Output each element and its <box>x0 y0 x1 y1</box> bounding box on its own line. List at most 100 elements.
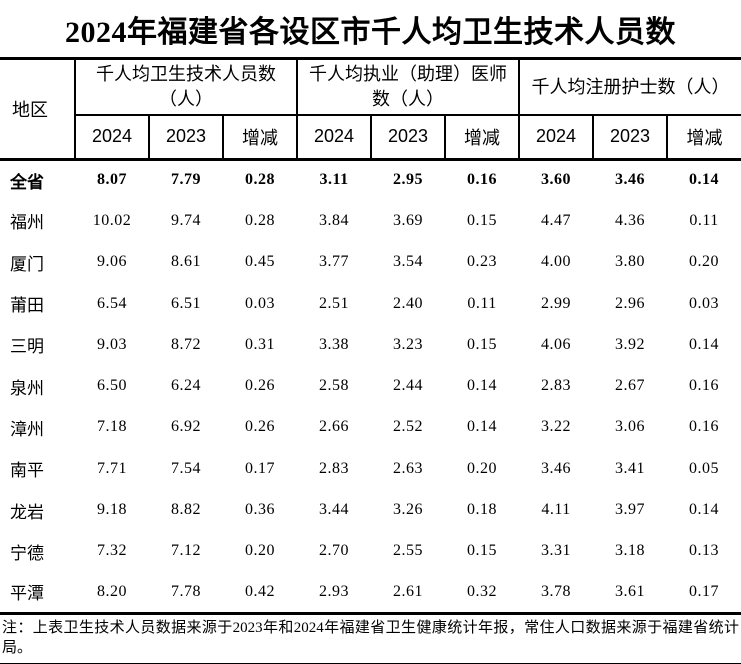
region-cell: 宁德 <box>10 543 44 563</box>
value-cell: 0.16 <box>467 171 498 189</box>
sub-header-2023: 2023 <box>149 115 224 161</box>
value-cell: 3.69 <box>393 211 424 229</box>
value-cell: 7.79 <box>171 171 201 189</box>
value-cell: 3.22 <box>541 418 572 436</box>
value-cell: 2.52 <box>393 418 424 436</box>
value-cell: 3.46 <box>541 459 572 477</box>
value-cell: 0.11 <box>467 294 497 312</box>
region-cell: 漳州 <box>10 419 44 439</box>
value-cell: 0.18 <box>467 501 498 519</box>
value-cell: 2.51 <box>319 294 350 312</box>
value-cell: 4.47 <box>541 211 572 229</box>
value-cell: 2.44 <box>393 377 424 395</box>
value-cell: 2.95 <box>393 171 424 189</box>
table-row: 平潭 8.20 7.78 0.42 2.93 2.61 0.32 3.78 3.61 0.17 <box>0 572 741 613</box>
header-sub-row: 2024 2023 增减 2024 2023 增减 2024 2023 增减 <box>0 115 741 161</box>
value-cell: 7.18 <box>97 418 127 436</box>
value-cell: 0.28 <box>245 211 275 229</box>
value-cell: 0.16 <box>689 377 720 395</box>
value-cell: 9.03 <box>97 335 127 353</box>
value-cell: 4.36 <box>615 211 646 229</box>
value-cell: 0.26 <box>245 377 275 395</box>
group-header-physician: 千人均执业（助理）医师数（人） <box>297 58 521 116</box>
group-header-health-tech: 千人均卫生技术人员数（人） <box>75 58 299 116</box>
table-row: 宁德 7.32 7.12 0.20 2.70 2.55 0.15 3.31 3.18 0.13 <box>0 531 741 572</box>
value-cell: 2.96 <box>615 294 646 312</box>
value-cell: 3.92 <box>615 335 646 353</box>
value-cell: 7.32 <box>97 542 127 560</box>
table-row: 龙岩 9.18 8.82 0.36 3.44 3.26 0.18 4.11 3.97 0.14 <box>0 489 741 530</box>
value-cell: 2.66 <box>319 418 350 436</box>
value-cell: 0.20 <box>467 459 498 477</box>
value-cell: 6.51 <box>171 294 201 312</box>
value-cell: 2.61 <box>393 582 424 600</box>
value-cell: 2.83 <box>319 459 350 477</box>
table-row: 莆田 6.54 6.51 0.03 2.51 2.40 0.11 2.99 2.96 0.03 <box>0 283 741 324</box>
value-cell: 3.54 <box>393 253 424 271</box>
value-cell: 8.20 <box>97 582 127 600</box>
value-cell: 0.15 <box>467 542 498 560</box>
table-row: 泉州 6.50 6.24 0.26 2.58 2.44 0.14 2.83 2.67 0.16 <box>0 365 741 406</box>
region-cell: 龙岩 <box>10 502 44 522</box>
sub-header-change: 增减 <box>667 115 741 161</box>
value-cell: 3.31 <box>541 542 572 560</box>
region-cell: 平潭 <box>10 584 44 604</box>
value-cell: 0.03 <box>689 294 720 312</box>
value-cell: 0.15 <box>467 335 498 353</box>
value-cell: 0.36 <box>245 501 275 519</box>
value-cell: 3.61 <box>615 582 646 600</box>
value-cell: 2.55 <box>393 542 424 560</box>
value-cell: 3.26 <box>393 501 424 519</box>
sub-header-2024: 2024 <box>297 115 373 161</box>
value-cell: 6.50 <box>97 377 127 395</box>
value-cell: 0.16 <box>689 418 720 436</box>
value-cell: 0.14 <box>689 335 720 353</box>
value-cell: 0.14 <box>467 418 498 436</box>
value-cell: 3.97 <box>615 501 646 519</box>
value-cell: 3.60 <box>541 171 572 189</box>
value-cell: 0.20 <box>245 542 275 560</box>
value-cell: 2.58 <box>319 377 350 395</box>
value-cell: 0.31 <box>245 335 275 353</box>
value-cell: 0.17 <box>689 582 720 600</box>
sub-header-2023: 2023 <box>593 115 669 161</box>
region-cell: 全省 <box>10 172 44 192</box>
value-cell: 6.92 <box>171 418 201 436</box>
value-cell: 4.06 <box>541 335 572 353</box>
value-cell: 0.20 <box>689 253 720 271</box>
header-group-row: 地区 千人均卫生技术人员数（人） 千人均执业（助理）医师数（人） 千人均注册护士… <box>0 58 741 161</box>
value-cell: 0.14 <box>467 377 498 395</box>
value-cell: 0.42 <box>245 582 275 600</box>
region-cell: 泉州 <box>10 378 44 398</box>
value-cell: 0.32 <box>467 582 498 600</box>
value-cell: 7.71 <box>97 459 127 477</box>
value-cell: 8.72 <box>171 335 201 353</box>
region-cell: 厦门 <box>10 254 44 274</box>
value-cell: 8.61 <box>171 253 201 271</box>
value-cell: 3.44 <box>319 501 350 519</box>
table-row: 全省 8.07 7.79 0.28 3.11 2.95 0.16 3.60 3.46 0.14 <box>0 159 741 200</box>
value-cell: 0.03 <box>245 294 275 312</box>
sub-header-change: 增减 <box>223 115 299 161</box>
page-title: 2024年福建省各设区市千人均卫生技术人员数 <box>65 15 676 49</box>
value-cell: 0.23 <box>467 253 498 271</box>
value-cell: 3.23 <box>393 335 424 353</box>
value-cell: 3.11 <box>319 171 349 189</box>
value-cell: 0.17 <box>245 459 275 477</box>
value-cell: 4.00 <box>541 253 572 271</box>
value-cell: 2.93 <box>319 582 350 600</box>
value-cell: 7.12 <box>171 542 201 560</box>
region-cell: 三明 <box>10 337 44 357</box>
statistics-table: 地区 千人均卫生技术人员数（人） 千人均执业（助理）医师数（人） 千人均注册护士… <box>0 57 741 615</box>
sub-header-2023: 2023 <box>371 115 447 161</box>
value-cell: 3.06 <box>615 418 646 436</box>
table-row: 三明 9.03 8.72 0.31 3.38 3.23 0.15 4.06 3.92 0.14 <box>0 324 741 365</box>
region-cell: 莆田 <box>10 296 44 316</box>
value-cell: 0.26 <box>245 418 275 436</box>
sub-header-change: 增减 <box>445 115 521 161</box>
value-cell: 6.24 <box>171 377 201 395</box>
value-cell: 6.54 <box>97 294 127 312</box>
value-cell: 2.67 <box>615 377 646 395</box>
value-cell: 0.28 <box>245 171 275 189</box>
